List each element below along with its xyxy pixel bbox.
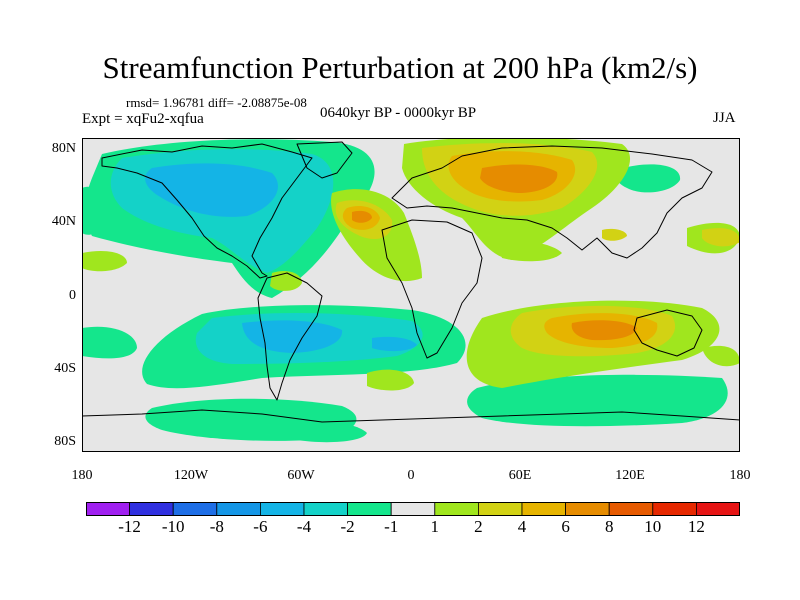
- colorbar-box: [565, 502, 610, 516]
- colorbar-tick-label: -10: [161, 517, 185, 536]
- experiment-label: Expt = xqFu2-xqfua: [82, 111, 204, 127]
- colorbar-box: [477, 502, 523, 516]
- map-frame: [82, 138, 740, 452]
- colorbar-tick-label: 6: [561, 517, 570, 536]
- lat-label-40n: 40N: [51, 214, 76, 229]
- colorbar-box: [172, 502, 218, 516]
- contour-level-neg4: [145, 163, 417, 353]
- coastlines: [82, 141, 740, 423]
- contour-antarctic-south: [285, 421, 367, 443]
- contour-central-africa-pos: [497, 241, 562, 262]
- colorbar-tick-label: 12: [687, 517, 705, 536]
- coast-eurasia: [391, 145, 713, 259]
- contour-east-asia-neg: [616, 164, 681, 193]
- rmsd-diff-stats: rmsd= 1.96781 diff= -2.08875e-08: [126, 95, 307, 110]
- lat-label-80s: 80S: [54, 434, 76, 449]
- lon-label-120e: 120E: [615, 468, 645, 483]
- map-title: Streamfunction Perturbation at 200 hPa (…: [102, 50, 698, 85]
- colorbar-tick-label: 2: [474, 517, 483, 536]
- coast-africa: [381, 219, 483, 359]
- colorbar-box: [129, 502, 174, 516]
- colorbar-box: [216, 502, 261, 516]
- coast-australia: [633, 309, 703, 357]
- lon-label-180e: 180: [729, 468, 751, 483]
- colorbar-tick-label: -2: [340, 517, 355, 536]
- lon-label-180w: 180: [71, 468, 93, 483]
- colorbar-box: [347, 502, 392, 516]
- colorbar: [86, 502, 740, 516]
- colorbar-tick-label: -6: [253, 517, 268, 536]
- colorbar-tick-label: 8: [604, 517, 614, 536]
- lat-label-80n: 80N: [51, 141, 76, 156]
- contour-south-atlantic-pos: [367, 369, 414, 391]
- lon-label-0: 0: [407, 468, 415, 483]
- lon-label-60w: 60W: [287, 468, 315, 483]
- colorbar-box: [259, 502, 305, 516]
- lon-label-60e: 60E: [508, 468, 532, 483]
- streamfunction-map: [82, 138, 740, 452]
- period-label: 0640kyr BP - 0000kyr BP: [320, 105, 477, 121]
- coast-north-america: [101, 143, 313, 279]
- season-label: JJA: [713, 110, 736, 126]
- coast-greenland: [296, 141, 353, 179]
- colorbar-tick-label: -4: [296, 517, 312, 536]
- coast-antarctica: [82, 409, 740, 423]
- colorbar-tick-label: -1: [384, 517, 399, 536]
- colorbar-box: [303, 502, 348, 516]
- lat-label-0: 0: [69, 288, 76, 303]
- colorbar-box: [390, 502, 436, 516]
- colorbar-box: [696, 502, 740, 516]
- colorbar-tick-label: -8: [209, 517, 224, 536]
- colorbar-tick-label: 4: [517, 517, 527, 536]
- colorbar-box: [521, 502, 566, 516]
- colorbar-box: [434, 502, 479, 516]
- contour-africa-neg: [467, 374, 728, 427]
- contour-tropical-pacific-pos: [82, 251, 127, 272]
- colorbar-box: [652, 502, 697, 516]
- colorbar-tick-label: 1: [430, 517, 440, 536]
- coast-south-america: [257, 272, 323, 401]
- lon-label-120w: 120W: [173, 468, 209, 483]
- contour-south-pacific-neg: [82, 326, 137, 359]
- contour-west-pacific-pos: [702, 345, 740, 367]
- colorbar-box: [86, 502, 130, 516]
- lat-label-40s: 40S: [54, 361, 76, 376]
- colorbar-border: [86, 502, 740, 516]
- map-border: [82, 138, 740, 452]
- colorbar-tick-label: -12: [118, 517, 141, 536]
- contour-level-pos6: [352, 164, 637, 341]
- contour-north-pacific-neg: [82, 186, 110, 235]
- colorbar-tick-label: 10: [644, 517, 662, 536]
- colorbar-box: [608, 502, 654, 516]
